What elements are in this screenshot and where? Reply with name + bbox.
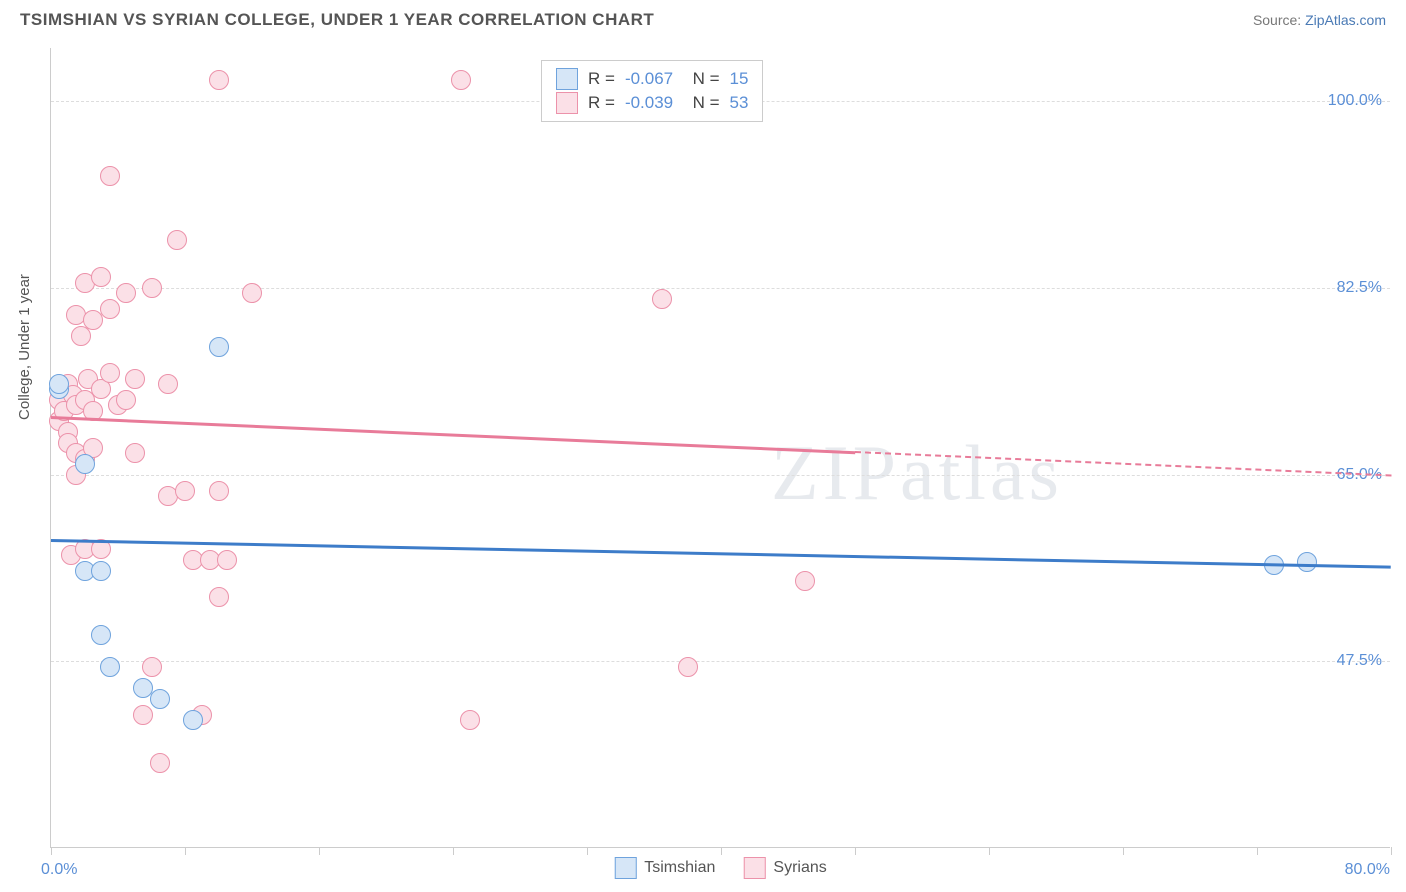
data-point <box>1297 552 1317 572</box>
x-tick <box>1391 847 1392 855</box>
stat-n-value: 15 <box>730 69 749 89</box>
correlation-stats-box: R = -0.067 N = 15R = -0.039 N = 53 <box>541 60 763 122</box>
data-point <box>116 390 136 410</box>
series-swatch <box>556 92 578 114</box>
y-tick-label: 100.0% <box>1328 92 1382 110</box>
source-prefix: Source: <box>1253 12 1305 28</box>
data-point <box>217 550 237 570</box>
trend-line <box>51 539 1391 568</box>
data-point <box>183 710 203 730</box>
x-tick <box>453 847 454 855</box>
data-point <box>795 571 815 591</box>
data-point <box>209 481 229 501</box>
x-tick <box>1123 847 1124 855</box>
stat-n-value: 53 <box>730 93 749 113</box>
data-point <box>209 70 229 90</box>
x-tick <box>51 847 52 855</box>
data-point <box>49 374 69 394</box>
series-swatch <box>556 68 578 90</box>
x-tick <box>989 847 990 855</box>
stat-n-label: N = <box>683 69 719 89</box>
data-point <box>460 710 480 730</box>
gridline <box>51 661 1390 662</box>
data-point <box>209 337 229 357</box>
x-tick <box>721 847 722 855</box>
x-axis-max-label: 80.0% <box>1345 861 1390 879</box>
data-point <box>91 625 111 645</box>
data-point <box>75 454 95 474</box>
legend: Tsimshian Syrians <box>614 857 827 879</box>
stat-r-label: R = <box>588 93 615 113</box>
data-point <box>678 657 698 677</box>
data-point <box>209 587 229 607</box>
data-point <box>133 705 153 725</box>
data-point <box>451 70 471 90</box>
data-point <box>100 299 120 319</box>
data-point <box>91 267 111 287</box>
stat-r-label: R = <box>588 69 615 89</box>
data-point <box>242 283 262 303</box>
stats-row: R = -0.067 N = 15 <box>556 67 748 91</box>
data-point <box>158 374 178 394</box>
x-tick <box>855 847 856 855</box>
stat-r-value: -0.039 <box>625 93 673 113</box>
data-point <box>100 166 120 186</box>
y-tick-label: 47.5% <box>1337 652 1382 670</box>
x-tick <box>587 847 588 855</box>
data-point <box>652 289 672 309</box>
data-point <box>150 689 170 709</box>
y-axis-label: College, Under 1 year <box>16 274 33 420</box>
y-tick-label: 82.5% <box>1337 279 1382 297</box>
gridline <box>51 475 1390 476</box>
watermark: ZIPatlas <box>771 428 1063 518</box>
data-point <box>125 443 145 463</box>
legend-item: Tsimshian <box>614 857 715 879</box>
x-tick <box>319 847 320 855</box>
trend-line-extrapolated <box>855 451 1391 476</box>
data-point <box>125 369 145 389</box>
legend-label: Tsimshian <box>644 859 715 877</box>
data-point <box>167 230 187 250</box>
x-axis-min-label: 0.0% <box>41 861 77 879</box>
data-point <box>150 753 170 773</box>
trend-line <box>51 416 855 454</box>
legend-label: Syrians <box>773 859 826 877</box>
data-point <box>142 278 162 298</box>
x-tick <box>185 847 186 855</box>
data-point <box>91 561 111 581</box>
chart-title: TSIMSHIAN VS SYRIAN COLLEGE, UNDER 1 YEA… <box>20 10 654 30</box>
scatter-chart: ZIPatlas 0.0% 80.0% TsimshianSyrians 47.… <box>50 48 1390 848</box>
stat-r-value: -0.067 <box>625 69 673 89</box>
stat-n-label: N = <box>683 93 719 113</box>
legend-swatch <box>743 857 765 879</box>
data-point <box>100 657 120 677</box>
data-point <box>116 283 136 303</box>
stats-row: R = -0.039 N = 53 <box>556 91 748 115</box>
source-attribution: Source: ZipAtlas.com <box>1253 12 1386 28</box>
legend-swatch <box>614 857 636 879</box>
data-point <box>100 363 120 383</box>
data-point <box>142 657 162 677</box>
data-point <box>175 481 195 501</box>
source-link[interactable]: ZipAtlas.com <box>1305 12 1386 28</box>
legend-item: Syrians <box>743 857 826 879</box>
x-tick <box>1257 847 1258 855</box>
